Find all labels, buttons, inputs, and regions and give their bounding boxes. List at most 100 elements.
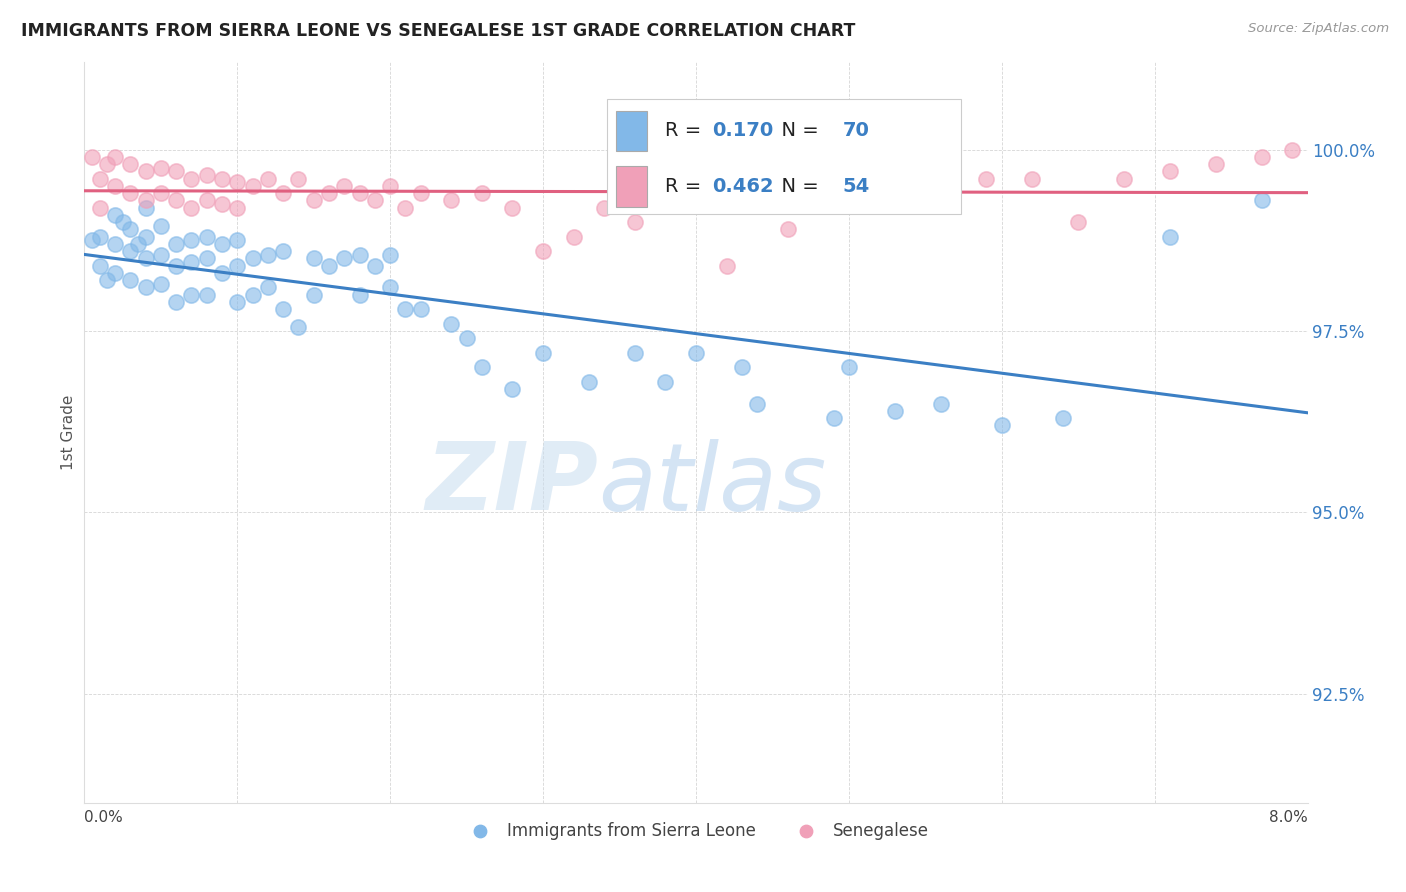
Point: [562, 229, 585, 244]
Point: [471, 186, 494, 200]
Point: [195, 229, 218, 244]
Point: [257, 248, 280, 262]
Text: 8.0%: 8.0%: [1268, 810, 1308, 825]
Point: [440, 317, 463, 331]
Point: [104, 178, 127, 193]
Point: [1159, 229, 1181, 244]
Point: [731, 360, 754, 375]
Point: [89, 171, 111, 186]
Point: [165, 259, 187, 273]
Point: [104, 208, 127, 222]
Point: [211, 266, 233, 280]
Point: [180, 287, 202, 301]
Point: [127, 236, 149, 251]
Text: 0.462: 0.462: [711, 177, 773, 196]
Text: atlas: atlas: [598, 439, 827, 530]
Y-axis label: 1st Grade: 1st Grade: [60, 395, 76, 470]
Point: [96, 157, 118, 171]
Point: [716, 259, 738, 273]
Point: [318, 186, 340, 200]
Point: [502, 201, 524, 215]
Point: [226, 175, 249, 189]
Point: [380, 248, 402, 262]
Point: [271, 244, 294, 259]
Text: R =: R =: [665, 121, 707, 140]
Point: [624, 345, 647, 359]
Point: [96, 273, 118, 287]
Point: [823, 411, 845, 425]
Point: [104, 266, 127, 280]
Point: [135, 201, 157, 215]
Text: N =: N =: [769, 177, 825, 196]
Point: [838, 194, 860, 208]
Point: [165, 295, 187, 310]
Point: [149, 186, 172, 200]
Point: [380, 280, 402, 294]
Point: [211, 236, 233, 251]
Point: [80, 150, 103, 164]
Point: [211, 171, 233, 186]
Point: [380, 178, 402, 193]
Point: [211, 197, 233, 211]
Point: [135, 229, 157, 244]
Point: [180, 255, 202, 269]
Point: [242, 287, 264, 301]
Point: [226, 259, 249, 273]
Point: [394, 302, 416, 317]
Point: [531, 244, 554, 259]
Point: [302, 287, 325, 301]
Point: [747, 396, 769, 410]
Point: [349, 186, 371, 200]
Point: [104, 150, 127, 164]
Point: [1250, 194, 1272, 208]
Point: [287, 171, 309, 186]
Point: [111, 215, 134, 229]
Point: [776, 222, 799, 236]
Point: [333, 178, 356, 193]
Point: [89, 201, 111, 215]
Point: [149, 219, 172, 233]
Point: [1159, 164, 1181, 178]
Point: [531, 345, 554, 359]
Point: [669, 186, 692, 200]
Point: [195, 287, 218, 301]
Point: [394, 201, 416, 215]
Point: [120, 186, 142, 200]
Point: [349, 248, 371, 262]
Point: [195, 194, 218, 208]
Point: [89, 229, 111, 244]
Point: [624, 215, 647, 229]
Point: [195, 168, 218, 182]
Point: [135, 164, 157, 178]
Text: 0.0%: 0.0%: [84, 810, 124, 825]
Point: [1052, 411, 1074, 425]
Point: [1067, 215, 1090, 229]
Point: [929, 396, 952, 410]
Text: 70: 70: [842, 121, 870, 140]
FancyBboxPatch shape: [606, 99, 962, 214]
Point: [1114, 171, 1136, 186]
Point: [271, 302, 294, 317]
Point: [135, 194, 157, 208]
Point: [349, 287, 371, 301]
FancyBboxPatch shape: [616, 111, 647, 152]
Point: [180, 201, 202, 215]
Point: [883, 404, 905, 418]
Point: [409, 186, 432, 200]
Point: [333, 252, 356, 266]
Point: [135, 252, 157, 266]
Point: [302, 194, 325, 208]
Point: [226, 295, 249, 310]
Point: [120, 273, 142, 287]
Text: 0.170: 0.170: [711, 121, 773, 140]
Point: [120, 222, 142, 236]
Point: [593, 201, 616, 215]
Point: [1205, 157, 1227, 171]
Point: [104, 236, 127, 251]
Point: [578, 375, 600, 389]
Text: R =: R =: [665, 177, 707, 196]
Point: [991, 418, 1014, 433]
Point: [226, 201, 249, 215]
Text: N =: N =: [769, 121, 825, 140]
Point: [80, 233, 103, 247]
